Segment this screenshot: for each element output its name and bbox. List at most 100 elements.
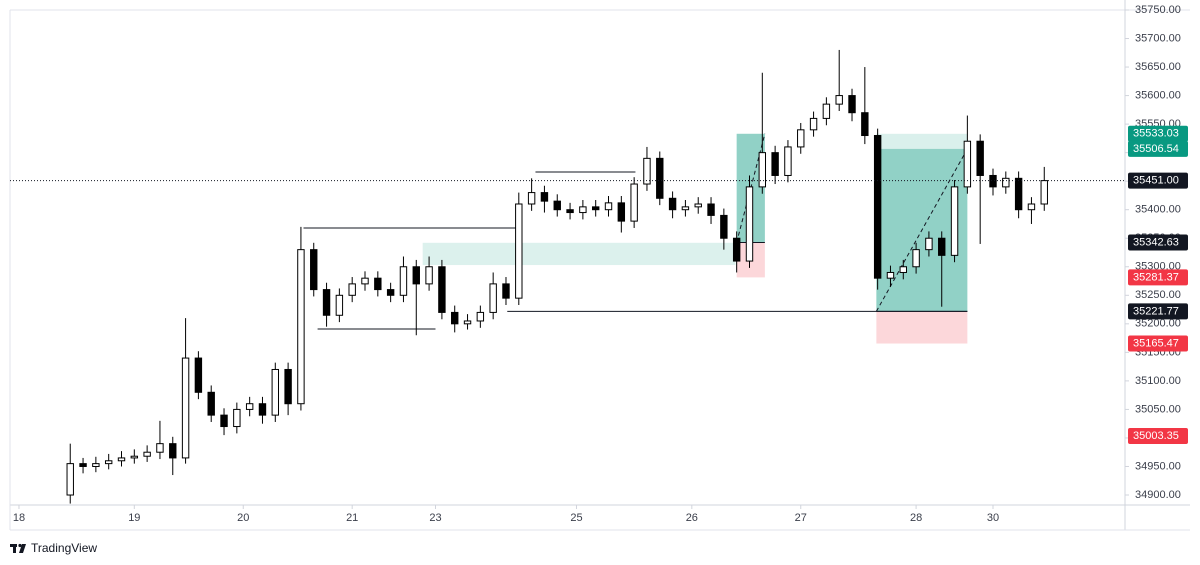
candle-body — [771, 152, 779, 176]
candle-body — [591, 206, 600, 211]
candle-body — [348, 283, 356, 296]
candle-body — [1002, 177, 1010, 188]
candle-body — [451, 311, 459, 325]
y-tick-label: 35600.00 — [1135, 89, 1181, 101]
candle-body — [310, 249, 318, 291]
candle-body — [399, 266, 408, 296]
candle-body — [912, 249, 920, 268]
price-tag — [1128, 335, 1188, 352]
candle-body — [156, 443, 164, 453]
logo-part — [18, 543, 22, 548]
candle-body — [130, 455, 139, 459]
y-tick-label: 35050.00 — [1135, 403, 1181, 415]
candle-body — [374, 277, 382, 291]
x-tick-label: 25 — [570, 512, 582, 524]
price-tag-label: 35506.54 — [1133, 143, 1179, 155]
candle-body — [322, 289, 331, 316]
candle-body — [617, 202, 626, 222]
price-tag-label: 35281.37 — [1133, 271, 1179, 283]
y-tick-label: 35750.00 — [1135, 4, 1181, 16]
y-tick-label: 34950.00 — [1135, 460, 1181, 472]
position-stop — [876, 311, 968, 344]
candle-body — [745, 186, 754, 262]
price-tag — [1128, 172, 1188, 189]
candle-body — [1014, 177, 1023, 211]
y-tick-label: 35400.00 — [1135, 204, 1181, 216]
candle-body — [386, 289, 395, 296]
candle-body — [1040, 180, 1048, 205]
candle-body — [886, 271, 895, 279]
candle-body — [527, 192, 536, 205]
price-tag — [1128, 428, 1188, 445]
candle-body — [822, 103, 831, 119]
price-tag-label: 35451.00 — [1133, 175, 1179, 187]
candle-body — [835, 95, 843, 105]
candle-body — [950, 186, 959, 256]
x-tick-label: 28 — [910, 512, 922, 524]
candle-body — [976, 140, 984, 176]
candle-body — [925, 237, 933, 251]
candle-body — [117, 457, 126, 462]
candle-body — [758, 152, 767, 188]
candle-body — [233, 408, 241, 428]
candle-body — [169, 443, 177, 459]
candle-body — [873, 135, 882, 279]
candle-body — [438, 266, 446, 313]
candle-body — [92, 463, 100, 467]
candle-body — [540, 192, 549, 202]
price-tag — [1128, 234, 1188, 251]
candle-body — [245, 403, 254, 410]
logo-part — [13, 544, 16, 553]
y-tick-label: 35200.00 — [1135, 318, 1181, 330]
x-tick-label: 20 — [237, 512, 249, 524]
candle-body — [335, 294, 344, 316]
candle-body — [694, 203, 702, 208]
candle-body — [784, 146, 792, 176]
candle-body — [207, 391, 215, 416]
price-tag-label: 35342.63 — [1133, 236, 1179, 248]
candle-body — [643, 157, 651, 185]
y-tick-label: 35250.00 — [1135, 289, 1181, 301]
candle-body — [515, 203, 523, 299]
candle-body — [463, 320, 472, 325]
candle-body — [579, 206, 587, 214]
candle-body — [630, 183, 638, 222]
candle-body — [79, 463, 87, 467]
candle-body — [720, 214, 728, 239]
candle-body — [566, 209, 574, 214]
x-tick-label: 21 — [346, 512, 358, 524]
candle-body — [361, 277, 369, 285]
candle-body — [861, 112, 869, 137]
candle-body — [104, 460, 113, 465]
price-tag — [1128, 140, 1188, 157]
x-tick-label: 19 — [128, 512, 140, 524]
position-path — [875, 148, 968, 312]
candle-body — [297, 249, 305, 405]
candle-body — [271, 368, 279, 416]
candle-body — [604, 202, 613, 211]
candle-body — [797, 129, 805, 148]
x-tick-label: 18 — [13, 512, 25, 524]
price-tag-label: 35221.77 — [1133, 305, 1179, 317]
candle-body — [938, 237, 946, 256]
price-tag-label: 35533.03 — [1133, 128, 1179, 140]
y-tick-label: 35100.00 — [1135, 375, 1181, 387]
candle-body — [258, 403, 267, 416]
y-tick-label: 34900.00 — [1135, 489, 1181, 501]
candle-body — [502, 283, 510, 299]
candle-body — [425, 266, 433, 285]
candle-body — [1027, 203, 1036, 211]
price-tag-label: 35165.47 — [1133, 337, 1179, 349]
x-tick-label: 30 — [987, 512, 999, 524]
brand: TradingView — [31, 541, 97, 555]
price-tag — [1128, 303, 1188, 320]
candle-body — [899, 266, 907, 273]
candle-body — [476, 311, 485, 322]
candle-body — [809, 117, 818, 131]
brand-logo — [10, 543, 26, 553]
price-tag — [1128, 125, 1188, 142]
plot-area — [66, 49, 1048, 504]
candle-body — [66, 463, 74, 496]
